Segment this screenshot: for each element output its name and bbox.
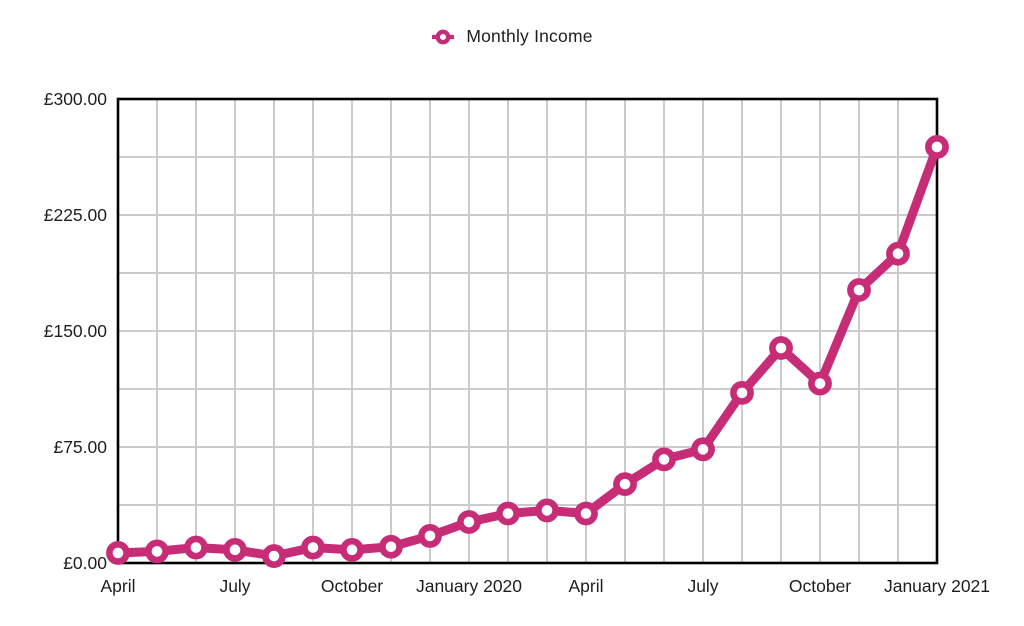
data-point-march-2020 xyxy=(535,498,559,523)
data-point-july-2020 xyxy=(691,437,715,462)
chart-legend: Monthly Income xyxy=(0,26,1024,47)
y-tick-label: £75.00 xyxy=(53,437,107,457)
x-tick-label: April xyxy=(568,576,603,596)
data-point-august-2019 xyxy=(262,544,286,568)
data-point-september-2019 xyxy=(301,535,325,560)
series-line xyxy=(113,142,942,561)
x-tick-label: April xyxy=(100,576,135,596)
x-tick-label: July xyxy=(219,576,250,596)
x-tick-label: January 2021 xyxy=(884,576,990,596)
x-tick-label: October xyxy=(789,576,851,596)
data-point-may-2019 xyxy=(145,539,169,564)
data-point-november-2019 xyxy=(379,534,403,559)
data-point-december-2020 xyxy=(886,241,910,266)
data-point-january-2021 xyxy=(925,135,949,159)
x-tick-label: January 2020 xyxy=(416,576,522,596)
data-point-june-2020 xyxy=(652,447,676,472)
y-tick-label: £0.00 xyxy=(63,553,107,573)
y-tick-label: £150.00 xyxy=(44,321,108,341)
data-point-may-2020 xyxy=(613,472,637,497)
data-point-june-2019 xyxy=(184,535,208,560)
data-point-september-2020 xyxy=(769,336,793,360)
data-point-july-2019 xyxy=(223,537,247,562)
data-point-february-2020 xyxy=(496,501,520,526)
plot-border xyxy=(116,97,939,565)
data-point-april-2020 xyxy=(574,501,598,526)
legend-label: Monthly Income xyxy=(466,26,593,46)
data-point-august-2020 xyxy=(730,380,754,405)
data-point-october-2020 xyxy=(808,371,832,396)
data-point-november-2020 xyxy=(847,278,871,302)
series-marker-icon xyxy=(432,29,455,44)
y-tick-label: £300.00 xyxy=(44,89,108,109)
data-point-april-2019 xyxy=(106,541,130,565)
x-tick-label: October xyxy=(321,576,383,596)
y-tick-label: £225.00 xyxy=(44,205,108,225)
data-point-december-2019 xyxy=(418,524,442,548)
data-point-october-2019 xyxy=(340,537,364,562)
data-point-january-2020 xyxy=(457,510,481,534)
x-tick-label: July xyxy=(687,576,718,596)
